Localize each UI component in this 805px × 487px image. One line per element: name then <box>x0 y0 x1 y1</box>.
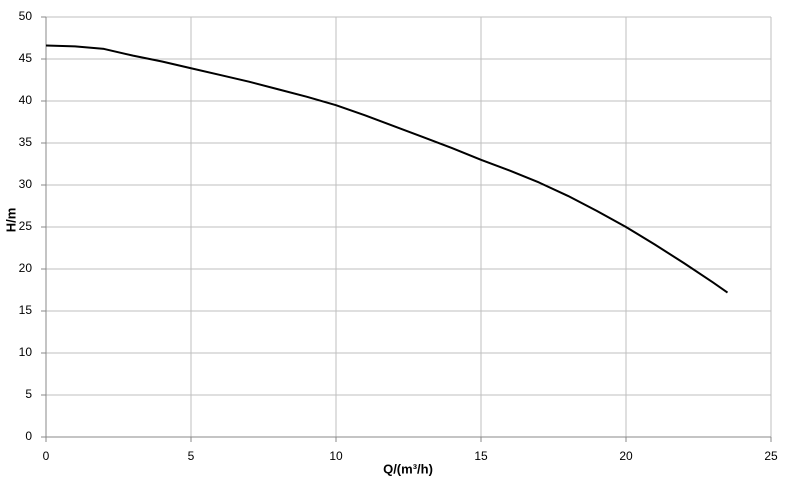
y-tick-label: 15 <box>19 303 33 317</box>
x-tick-label: 5 <box>188 449 195 463</box>
y-tick-label: 30 <box>19 177 33 191</box>
y-axis-title: H/m <box>3 208 18 233</box>
x-tick-label: 20 <box>619 449 633 463</box>
x-tick-label: 10 <box>329 449 343 463</box>
y-tick-label: 20 <box>19 261 33 275</box>
y-tick-label: 40 <box>19 93 33 107</box>
x-tick-label: 25 <box>764 449 778 463</box>
y-tick-label: 45 <box>19 51 33 65</box>
y-tick-label: 35 <box>19 135 33 149</box>
y-tick-label: 5 <box>25 387 32 401</box>
y-tick-label: 10 <box>19 345 33 359</box>
data-line <box>45 44 729 294</box>
x-axis-title: Q/(m³/h) <box>383 461 433 476</box>
y-tick-label: 50 <box>19 9 33 23</box>
x-tick-label: 15 <box>474 449 488 463</box>
y-tick-label: 25 <box>19 219 33 233</box>
y-tick-label: 0 <box>25 429 32 443</box>
x-tick-label: 0 <box>43 449 50 463</box>
